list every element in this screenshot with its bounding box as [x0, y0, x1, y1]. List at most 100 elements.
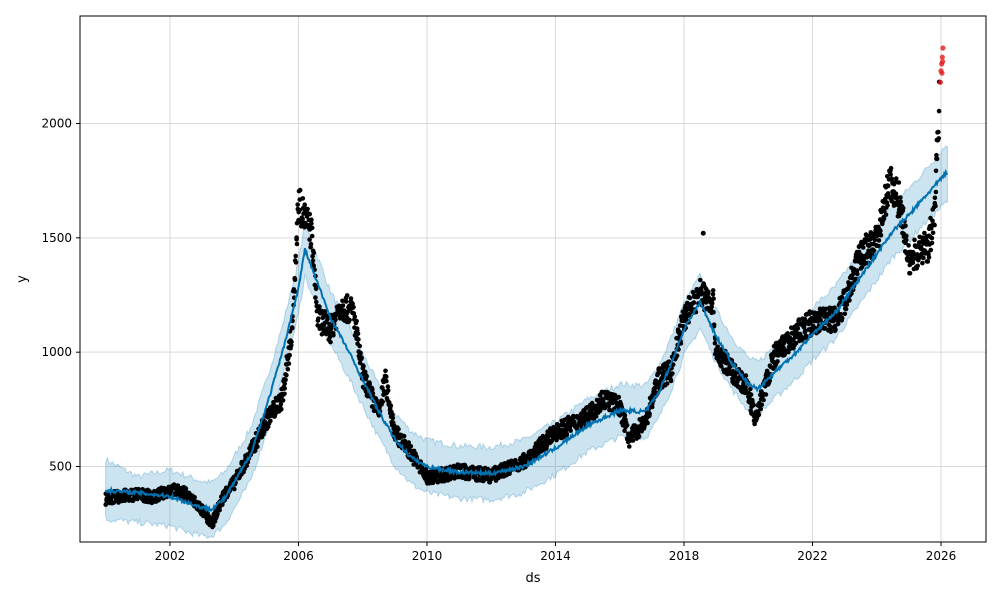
forecast-point [939, 54, 945, 60]
actual-point [307, 237, 312, 242]
actual-point [748, 392, 754, 397]
actual-point [670, 362, 676, 367]
y-tick-label: 2000 [41, 116, 72, 130]
actual-point [622, 413, 628, 419]
actual-point [347, 317, 352, 323]
actual-point [645, 420, 650, 426]
actual-point [607, 407, 612, 413]
actual-point [711, 296, 716, 301]
actual-point [796, 317, 802, 322]
actual-point [932, 195, 938, 201]
actual-point [370, 387, 375, 392]
actual-point [357, 343, 363, 349]
actual-point [843, 306, 849, 312]
actual-point [285, 366, 291, 372]
actual-point [265, 424, 271, 430]
actual-point [882, 196, 888, 202]
actual-point [743, 373, 749, 378]
forecast-point [937, 79, 944, 85]
actual-point [687, 295, 693, 301]
actual-point [365, 393, 370, 399]
actual-point [893, 176, 899, 181]
actual-point [818, 317, 823, 323]
actual-point [282, 386, 288, 391]
actual-point [930, 218, 935, 224]
actual-point [287, 352, 293, 358]
actual-point [297, 187, 303, 193]
actual-point [385, 384, 391, 389]
actual-point [851, 271, 856, 277]
actual-point [910, 260, 916, 266]
actual-point [310, 258, 316, 263]
actual-point [888, 165, 894, 171]
actual-point [268, 418, 273, 424]
actual-point [670, 371, 675, 376]
actual-point [706, 289, 711, 295]
actual-point [928, 247, 934, 253]
actual-point [885, 203, 890, 208]
actual-point [414, 454, 419, 460]
actual-point [802, 316, 808, 322]
actual-point [390, 415, 396, 421]
actual-point [711, 322, 717, 328]
actual-point [868, 230, 874, 235]
actual-point [358, 350, 363, 356]
actual-point [284, 372, 289, 378]
actual-point [297, 207, 302, 213]
actual-point [772, 349, 777, 355]
actual-point [893, 191, 899, 196]
actual-point [283, 377, 288, 383]
actual-point [374, 398, 380, 403]
actual-point [589, 400, 595, 406]
actual-point [759, 402, 765, 408]
actual-point [355, 331, 361, 336]
actual-point [294, 235, 299, 240]
actual-point [344, 293, 350, 298]
actual-point [664, 381, 670, 386]
actual-point [756, 412, 762, 418]
actual-point [307, 211, 313, 217]
actual-point [929, 225, 934, 231]
actual-point [885, 191, 891, 196]
actual-point [325, 317, 330, 322]
actual-point [330, 330, 336, 336]
actual-point [751, 402, 756, 408]
actual-point [933, 203, 938, 209]
actual-point [904, 237, 909, 243]
actual-point [401, 433, 407, 439]
x-tick-label: 2014 [540, 549, 571, 563]
actual-point [636, 433, 642, 439]
actual-point [348, 296, 354, 301]
actual-point [340, 298, 345, 304]
x-tick-label: 2018 [669, 549, 700, 563]
actual-point [668, 378, 674, 384]
forecast-point [940, 59, 946, 65]
actual-point [362, 369, 368, 375]
actual-point [313, 295, 318, 300]
actual-point [356, 337, 361, 342]
actual-point [876, 238, 882, 243]
actual-point [861, 257, 866, 263]
actual-point [888, 172, 893, 177]
actual-point [761, 397, 766, 403]
actual-point [871, 248, 877, 254]
grid-lines [80, 16, 986, 542]
actual-point [920, 260, 925, 266]
actual-point [838, 312, 844, 317]
actual-point [795, 326, 801, 331]
actual-point [712, 340, 718, 346]
actual-point [578, 414, 584, 420]
actual-point [929, 235, 935, 241]
actual-point [584, 405, 590, 410]
actual-point [872, 237, 878, 243]
forecast-line [104, 168, 948, 514]
actual-point [855, 271, 860, 277]
actual-point [711, 309, 716, 315]
actual-point [775, 359, 780, 364]
actual-point [364, 373, 370, 379]
actual-point [895, 199, 900, 205]
actual-point [715, 344, 720, 350]
actual-point [333, 317, 338, 323]
actual-point [763, 392, 769, 397]
